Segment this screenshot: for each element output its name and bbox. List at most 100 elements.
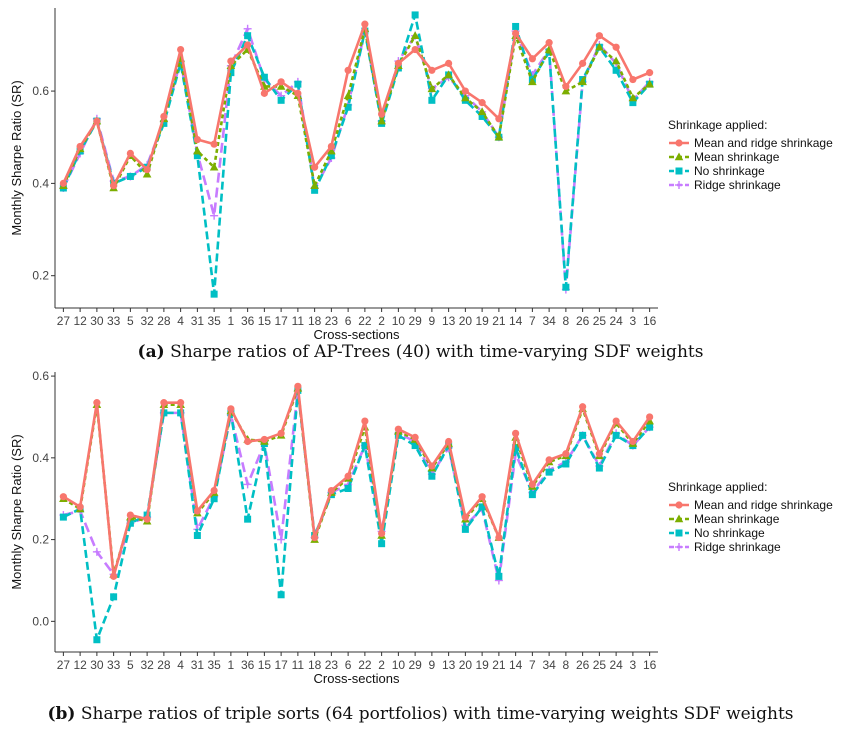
data-point (294, 89, 302, 97)
data-point (210, 495, 218, 503)
data-point (210, 211, 219, 220)
data-point (76, 503, 84, 511)
x-tick-label: 22 (358, 658, 372, 672)
legend-item-ridge: Ridge shrinkage (668, 178, 833, 192)
data-point (645, 79, 654, 88)
data-point (110, 572, 118, 580)
legend-key (668, 136, 690, 150)
x-tick-label: 3 (630, 314, 637, 328)
data-point (59, 493, 67, 501)
x-tick-label: 11 (292, 314, 305, 328)
series-mean-and-ridge-shrinkage (59, 382, 654, 580)
legend-key (668, 178, 690, 192)
data-point (310, 181, 319, 189)
data-point (210, 486, 218, 495)
data-point (646, 413, 654, 421)
legend-key-marker (675, 167, 683, 175)
series-mean-and-ridge-shrinkage (59, 20, 654, 190)
legend-title: Shrinkage applied: (668, 480, 768, 494)
x-tick-label: 20 (459, 658, 473, 672)
x-tick-label: 10 (392, 314, 406, 328)
data-point (378, 110, 386, 118)
data-point (277, 535, 286, 544)
x-axis-title: Cross-sections (314, 327, 400, 340)
data-point (126, 511, 134, 519)
x-tick-label: 11 (292, 658, 305, 672)
legend-label: Mean and ridge shrinkage (694, 136, 833, 150)
data-point (612, 43, 620, 51)
x-tick-label: 27 (57, 314, 71, 328)
data-point (595, 42, 604, 51)
data-point (92, 547, 101, 556)
data-point (193, 135, 201, 144)
x-tick-label: 9 (429, 658, 436, 672)
data-point (210, 140, 218, 148)
data-point (177, 399, 185, 407)
data-point (461, 87, 469, 95)
data-point (394, 425, 402, 433)
data-point (512, 29, 520, 37)
data-point (343, 91, 353, 99)
data-point (260, 89, 268, 97)
legend-key-svg (669, 543, 689, 551)
data-point (59, 513, 67, 521)
data-point (243, 480, 252, 489)
data-point (243, 24, 252, 33)
data-point (361, 417, 369, 425)
data-point (311, 163, 319, 171)
caption-text: Sharpe ratios of triple sorts (64 portfo… (80, 704, 794, 724)
data-point (209, 162, 219, 171)
x-tick-label: 6 (345, 658, 352, 672)
x-tick-label: 29 (408, 658, 422, 672)
axes: 0.00.20.40.627 12 30 33 5 32 28 4 31 35 1 36 15 17 11 1… (9, 369, 658, 686)
legend-item-mean: Mean shrinkage (668, 150, 833, 164)
x-tick-label: 12 (73, 658, 87, 672)
data-point (327, 142, 335, 151)
data-point (394, 59, 402, 67)
legend-key-marker (675, 543, 683, 551)
x-tick-label: 4 (177, 658, 184, 672)
y-axis-title: Monthly Sharpe Ratio (SR) (9, 434, 24, 589)
x-tick-label: 25 (593, 658, 607, 672)
legend-key-svg (669, 181, 689, 189)
data-point (595, 32, 603, 40)
x-tick-label: 13 (442, 658, 456, 672)
data-point (260, 435, 268, 444)
legend-item-mean-ridge: Mean and ridge shrinkage (668, 498, 833, 512)
data-point (76, 142, 84, 151)
data-point (143, 515, 151, 523)
legend-key-svg (669, 152, 689, 161)
data-point (578, 77, 587, 86)
data-point (562, 460, 570, 468)
x-tick-label: 19 (475, 314, 489, 328)
data-point (612, 431, 620, 439)
x-tick-label: 33 (107, 658, 121, 672)
y-axis-title: Monthly Sharpe Ratio (SR) (9, 80, 24, 235)
x-tick-label: 16 (643, 314, 657, 328)
caption-b: (b) Sharpe ratios of triple sorts (64 po… (0, 704, 841, 724)
x-tick-label: 3 (630, 658, 637, 672)
data-point (59, 179, 67, 187)
data-point (378, 540, 386, 548)
x-tick-label: 8 (563, 658, 570, 672)
series-no-shrinkage (59, 11, 654, 298)
data-point (562, 283, 570, 291)
data-point (311, 186, 319, 194)
chart-b-svg: 0.00.20.40.627 12 30 33 5 32 28 4 31 35 1 36 15 17 11 1… (9, 369, 658, 686)
legend-key-svg (669, 139, 689, 147)
data-point (579, 59, 587, 67)
x-tick-label: 36 (241, 658, 255, 672)
legend-key-svg (669, 167, 689, 175)
legend-key-svg (669, 514, 689, 523)
x-tick-label: 20 (459, 314, 473, 328)
data-point (344, 472, 352, 480)
data-point (612, 417, 620, 425)
data-point (445, 437, 453, 446)
data-point (244, 41, 252, 49)
data-point (277, 78, 285, 86)
data-point (629, 437, 637, 446)
x-tick-label: 25 (593, 314, 607, 328)
x-tick-label: 15 (258, 658, 272, 672)
x-tick-label: 28 (157, 314, 171, 328)
data-point (294, 382, 302, 390)
